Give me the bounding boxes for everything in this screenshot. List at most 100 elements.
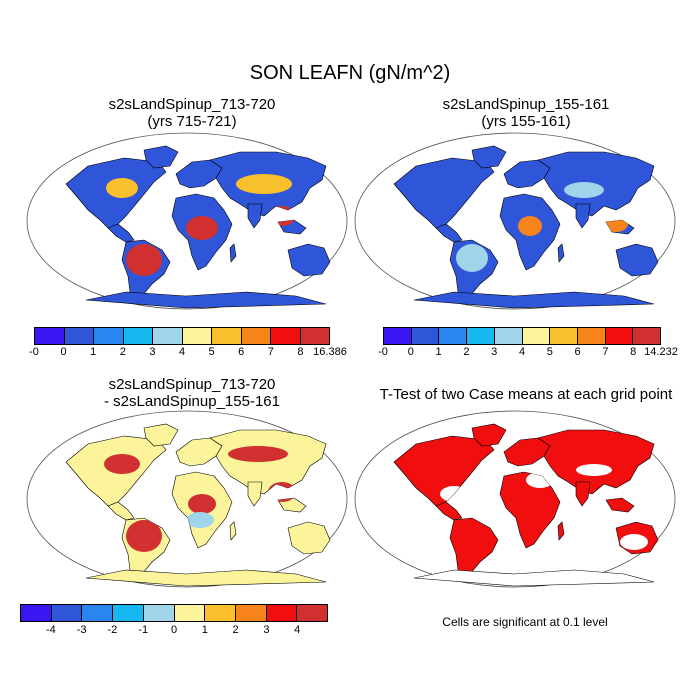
colorbar-cell <box>212 328 242 344</box>
data-region <box>126 244 162 276</box>
continent-greenland <box>143 145 179 169</box>
panel-4-title-line1: T-Test of two Case means at each grid po… <box>379 386 673 403</box>
colorbar-tick-label: 2 <box>463 346 470 358</box>
colorbar-tick-label: -3 <box>76 624 87 636</box>
colorbar-cell <box>633 328 661 344</box>
continent-central-america <box>435 501 463 521</box>
colorbar-cell <box>411 328 440 344</box>
colorbar-tick-label: 7 <box>602 346 609 358</box>
colorbar-tick-label: 8 <box>630 346 637 358</box>
colorbar-cell <box>174 605 206 621</box>
continent-australia <box>615 243 659 277</box>
colorbar-tick-label: 3 <box>149 346 156 358</box>
continent-madagascar <box>229 521 237 541</box>
data-region <box>188 494 216 514</box>
continent-india <box>247 203 263 229</box>
colorbar-cell <box>113 605 144 621</box>
data-region <box>564 182 604 198</box>
colorbar-tick-label: 3 <box>263 624 270 636</box>
colorbar-cell <box>439 328 468 344</box>
colorbar-cell <box>384 328 412 344</box>
data-region <box>106 178 138 198</box>
colorbar-tick-label: 14.232 <box>644 346 678 358</box>
colorbar-tick-label: -2 <box>107 624 118 636</box>
continent-north-america <box>393 157 495 229</box>
map-panel-2 <box>354 132 676 310</box>
figure-title: SON LEAFN (gN/m^2) <box>249 62 451 84</box>
continent-africa <box>499 471 561 549</box>
colorbar-cell <box>82 605 114 621</box>
colorbar-cell <box>51 605 83 621</box>
data-region <box>576 464 612 476</box>
colorbar-cell <box>94 328 124 344</box>
colorbar-cell <box>241 328 271 344</box>
data-region <box>104 454 140 474</box>
panel-2-title-line1: s2sLandSpinup_155-161 <box>442 96 610 113</box>
colorbar-tick-label: 4 <box>178 346 186 358</box>
colorbar-tick-label: 16.386 <box>313 346 347 358</box>
colorbar-cell <box>235 605 267 621</box>
colorbar-tick-label: 2 <box>119 346 126 358</box>
colorbar-cell <box>21 605 52 621</box>
colorbar-cell <box>143 605 175 621</box>
colorbar-tick-label: 6 <box>238 346 245 358</box>
colorbar-cell <box>300 328 329 344</box>
colorbar-tick-label: -0 <box>29 346 39 358</box>
colorbar-tick-label: 1 <box>201 624 208 636</box>
significance-note: Cells are significant at 0.1 level <box>442 615 608 629</box>
difference-colorbar <box>20 604 328 622</box>
colorbar-cell <box>577 328 606 344</box>
panel-1-title-line1: s2sLandSpinup_713-720 <box>108 96 276 113</box>
continent-australia <box>287 243 331 277</box>
case2-colorbar-labels: -0 0 1 2 3 4 5 6 7 8 14.232 <box>378 346 678 360</box>
colorbar-tick-label: 4 <box>518 346 526 358</box>
colorbar-tick-label: -0 <box>378 346 388 358</box>
continent-madagascar <box>557 521 565 541</box>
continent-central-america <box>435 223 463 243</box>
continent-asia <box>537 429 655 495</box>
colorbar-cell <box>494 328 523 344</box>
colorbar-tick-label: 7 <box>267 346 274 358</box>
colorbar-tick-label: 5 <box>208 346 215 358</box>
colorbar-cell <box>182 328 212 344</box>
panel-4-title: T-Test of two Case means at each grid po… <box>356 386 696 403</box>
continent-india <box>575 203 591 229</box>
continent-antarctica <box>413 291 655 309</box>
panel-1-title: s2sLandSpinup_713-720 (yrs 715-721) <box>42 96 342 130</box>
continent-south-america <box>449 517 499 581</box>
continent-madagascar <box>229 243 237 263</box>
colorbar-tick-label: 0 <box>60 346 67 358</box>
case1-colorbar-labels: -0 0 1 2 3 4 5 6 7 8 16.386 <box>29 346 347 360</box>
colorbar-tick-label: 5 <box>546 346 553 358</box>
colorbar-cell <box>35 328 65 344</box>
data-region <box>126 520 162 552</box>
continent-north-america <box>393 435 495 507</box>
colorbar-tick-label: 3 <box>491 346 498 358</box>
panel-2-title-line2: (yrs 155-161) <box>481 113 571 130</box>
data-region <box>456 244 488 272</box>
continent-greenland <box>471 423 507 447</box>
difference-colorbar-labels: -4 -3 -2 -1 0 1 2 3 4 <box>20 624 328 638</box>
colorbar-tick-label: 8 <box>297 346 304 358</box>
colorbar-tick-label: 0 <box>407 346 414 358</box>
colorbar-tick-label: 2 <box>232 624 239 636</box>
panel-3-title-line1: s2sLandSpinup_713-720 <box>108 376 276 393</box>
continent-central-america <box>107 501 135 521</box>
colorbar-cell <box>297 605 328 621</box>
data-region <box>186 216 218 240</box>
colorbar-tick-label: -1 <box>138 624 149 636</box>
colorbar-cell <box>271 328 301 344</box>
map-panel-1 <box>26 132 348 310</box>
data-region <box>518 216 542 236</box>
continent-antarctica <box>413 569 655 587</box>
colorbar-cell <box>123 328 153 344</box>
map-panel-3 <box>26 410 348 588</box>
continent-greenland <box>471 145 507 169</box>
panel-3-title-line2: - s2sLandSpinup_155-161 <box>104 393 280 410</box>
continent-greenland <box>143 423 179 447</box>
continent-india <box>247 481 263 507</box>
data-region <box>620 534 648 550</box>
colorbar-tick-label: 1 <box>435 346 442 358</box>
colorbar-tick-label: 6 <box>574 346 581 358</box>
continent-australia <box>287 521 331 555</box>
